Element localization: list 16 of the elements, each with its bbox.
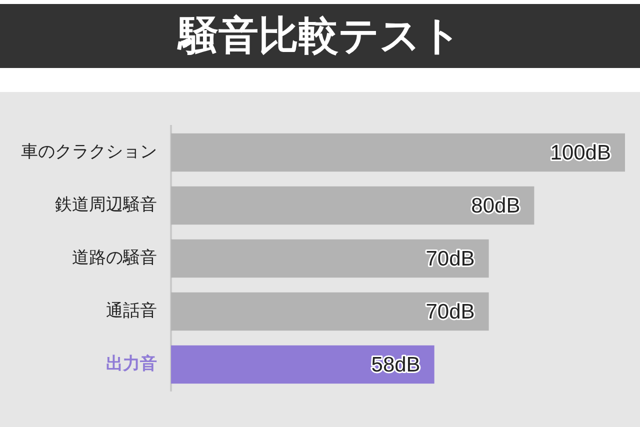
data-label: 80dB: [471, 194, 520, 218]
data-label: 70dB: [426, 247, 475, 270]
bar: [171, 186, 534, 225]
y-tick-label: 通話音: [106, 300, 157, 321]
y-tick-label: 鉄道周辺騒音: [55, 194, 157, 215]
bar: [171, 239, 489, 278]
bar: [171, 133, 625, 172]
data-label: 70dB: [426, 300, 475, 324]
y-tick-label: 車のクラクション: [21, 142, 157, 162]
y-tick-label: 出力音: [106, 354, 157, 374]
chart-title: 騒音比較テスト: [0, 4, 640, 68]
y-tick-label: 道路の騒音: [72, 248, 157, 268]
bar: [171, 292, 489, 331]
bar: [171, 345, 434, 384]
data-label: 100dB: [550, 141, 611, 164]
data-label: 58dB: [371, 353, 420, 376]
